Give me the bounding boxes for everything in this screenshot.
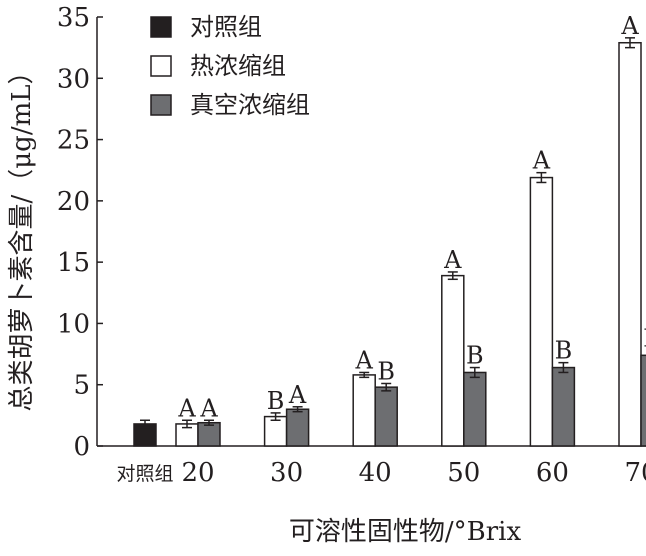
vacuum-bar bbox=[374, 386, 398, 447]
heat-bar bbox=[618, 41, 642, 447]
bars: AABAABABABAB bbox=[133, 12, 646, 447]
heat-bar bbox=[352, 374, 376, 447]
y-tick-label: 25 bbox=[57, 126, 90, 156]
x-tick-label: 70 bbox=[624, 458, 646, 488]
x-tick-label: 40 bbox=[359, 458, 392, 488]
significance-label: A bbox=[532, 147, 551, 175]
significance-label: B bbox=[267, 387, 285, 415]
legend-label: 热浓缩组 bbox=[190, 52, 286, 80]
y-tick-label: 15 bbox=[57, 248, 90, 278]
significance-label: A bbox=[199, 394, 218, 422]
significance-label: B bbox=[466, 342, 484, 370]
vacuum-bar bbox=[463, 371, 487, 447]
vacuum-bar bbox=[551, 366, 576, 447]
heat-bar bbox=[441, 274, 465, 447]
x-tick-label-control: 对照组 bbox=[116, 463, 173, 485]
legend-swatch bbox=[150, 16, 172, 38]
y-tick-label: 20 bbox=[57, 187, 90, 217]
significance-label: A bbox=[288, 381, 307, 409]
y-tick-label: 10 bbox=[57, 309, 90, 339]
x-tick-label: 20 bbox=[181, 458, 214, 488]
x-tick-label: 30 bbox=[270, 458, 303, 488]
legend-label: 对照组 bbox=[190, 13, 262, 41]
vacuum-bar bbox=[285, 408, 310, 447]
x-axis: 对照组 20 30 40 50 60 70 bbox=[97, 445, 646, 488]
y-tick-label: 30 bbox=[57, 64, 90, 94]
significance-label: B bbox=[643, 324, 646, 352]
significance-label: A bbox=[443, 246, 462, 274]
significance-label: B bbox=[377, 357, 395, 385]
vacuum-bar bbox=[197, 421, 221, 447]
significance-label: A bbox=[177, 394, 196, 422]
x-tick-label: 60 bbox=[536, 458, 569, 488]
legend-swatch bbox=[150, 55, 172, 77]
significance-label: A bbox=[355, 346, 374, 374]
y-axis-label: 总类胡萝卜素含量/（μg/mL） bbox=[7, 59, 37, 412]
significance-label: B bbox=[555, 337, 573, 365]
significance-label: A bbox=[620, 12, 639, 40]
y-tick-label: 35 bbox=[57, 3, 90, 33]
vacuum-bar bbox=[640, 354, 646, 447]
x-tick-label: 50 bbox=[447, 458, 480, 488]
y-tick-label: 0 bbox=[73, 432, 90, 462]
y-tick-label: 5 bbox=[73, 371, 90, 401]
y-axis: 0 5 10 15 20 25 30 35 bbox=[57, 3, 103, 462]
x-axis-label: 可溶性固性物/°Brix bbox=[289, 517, 522, 547]
legend-swatch bbox=[150, 94, 172, 116]
heat-bar bbox=[529, 176, 554, 447]
legend-label: 真空浓缩组 bbox=[190, 91, 310, 119]
